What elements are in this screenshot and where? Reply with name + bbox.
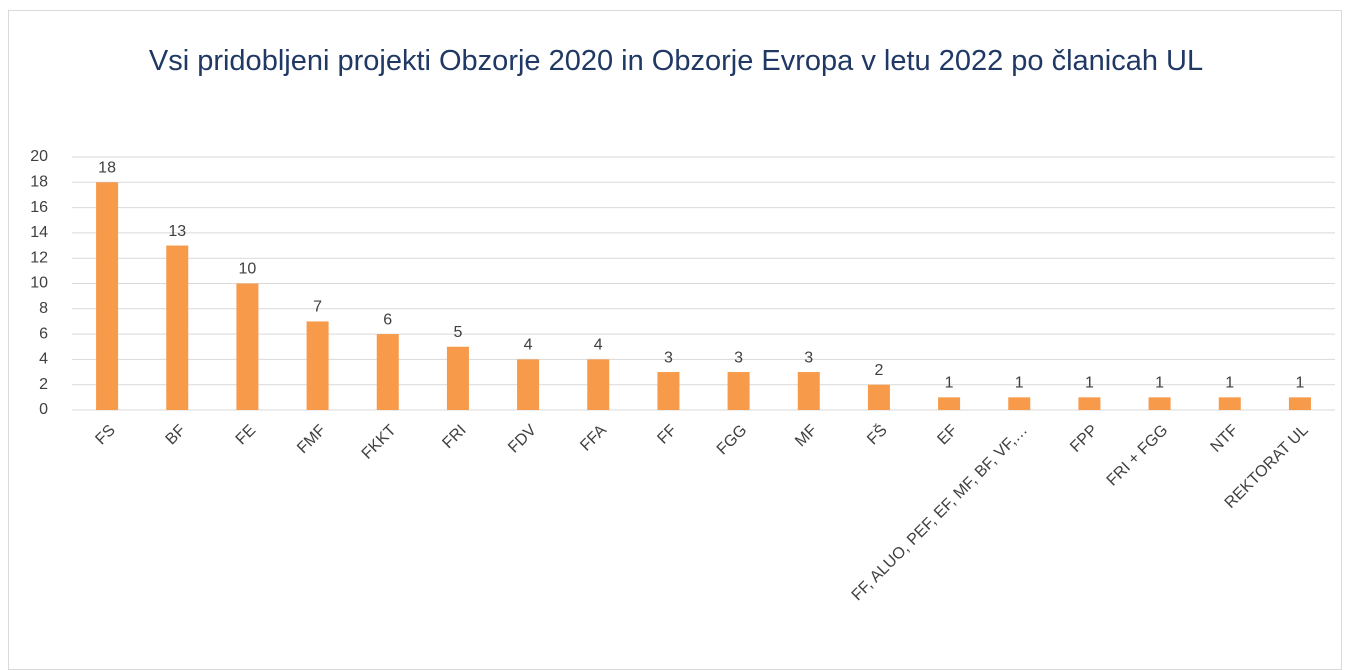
bar	[446, 346, 469, 410]
data-label: 5	[453, 324, 462, 341]
x-tick-label: FPP	[1067, 422, 1101, 456]
x-tick-label: BF	[163, 422, 190, 449]
data-label: 3	[664, 349, 673, 366]
x-tick-label: FS	[92, 422, 118, 448]
x-tick-label: FŠ	[863, 420, 891, 448]
bar	[1218, 397, 1241, 410]
x-tick-label: FDV	[505, 422, 540, 457]
x-tick-label: FGG	[714, 422, 751, 459]
x-tick-label: FF	[654, 422, 680, 448]
data-label: 18	[98, 160, 116, 177]
bar	[1008, 397, 1031, 410]
data-label: 6	[383, 311, 392, 328]
y-tick-label: 10	[30, 275, 48, 292]
y-tick-label: 16	[30, 199, 48, 216]
y-tick-label: 2	[39, 376, 48, 393]
y-tick-label: 4	[39, 351, 48, 368]
data-label: 1	[1155, 375, 1164, 392]
x-tick-label: FFA	[577, 422, 610, 455]
x-tick-label: FMF	[294, 422, 329, 457]
bar	[1288, 397, 1311, 410]
bar	[517, 359, 540, 410]
data-label: 3	[804, 349, 813, 366]
x-tick-label: FRI	[439, 422, 469, 452]
x-tick-label: EF	[934, 422, 961, 449]
chart-title: Vsi pridobljeni projekti Obzorje 2020 in…	[148, 45, 1204, 77]
bar	[938, 397, 961, 410]
bar	[1078, 397, 1101, 410]
data-label: 1	[1225, 375, 1234, 392]
data-label: 1	[1085, 375, 1094, 392]
y-tick-label: 8	[39, 300, 48, 317]
data-label: 2	[874, 362, 883, 379]
y-tick-label: 12	[30, 249, 48, 266]
bar	[797, 372, 820, 410]
bar	[587, 359, 610, 410]
x-tick-label: FE	[233, 422, 259, 448]
data-label: 1	[1295, 375, 1304, 392]
bar	[657, 372, 680, 410]
data-label: 3	[734, 349, 743, 366]
bar	[727, 372, 750, 410]
x-tick-label: NTF	[1208, 422, 1242, 456]
data-label: 1	[945, 375, 954, 392]
bar	[376, 334, 399, 410]
bar	[306, 321, 329, 410]
y-tick-label: 20	[30, 148, 48, 165]
x-tick-label: FKKT	[359, 422, 400, 463]
data-label: 7	[313, 299, 322, 316]
data-label: 4	[524, 337, 533, 354]
data-label: 1	[1015, 375, 1024, 392]
x-tick-label: FF, ALUO, PEF, EF, MF, BF, VF,…	[849, 422, 1031, 604]
y-tick-label: 6	[39, 325, 48, 342]
bar	[867, 384, 890, 410]
y-tick-label: 0	[39, 401, 48, 418]
bar	[166, 245, 189, 410]
bar	[1148, 397, 1171, 410]
data-label: 4	[594, 337, 603, 354]
data-label: 13	[168, 223, 186, 240]
x-tick-label: MF	[792, 422, 821, 451]
y-tick-label: 14	[30, 224, 48, 241]
bar	[236, 283, 259, 410]
bar	[96, 182, 119, 410]
data-label: 10	[239, 261, 257, 278]
y-tick-label: 18	[30, 174, 48, 191]
x-tick-label: FRI + FGG	[1104, 422, 1172, 490]
